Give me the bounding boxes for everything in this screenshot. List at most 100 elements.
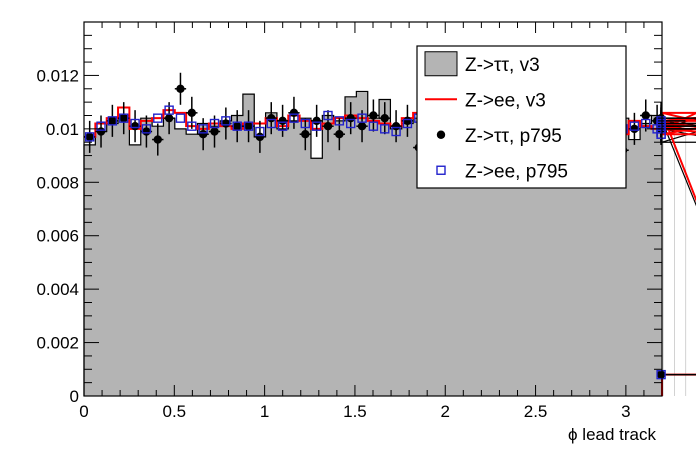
black-data-point: [288, 96, 300, 129]
data-marker: [656, 370, 666, 379]
x-tick-label: 2.5: [524, 402, 548, 421]
blue-square-marker: [656, 118, 666, 129]
filled-histogram-bar: [345, 96, 357, 397]
filled-histogram-bar: [333, 120, 346, 396]
blue-square-marker: [232, 121, 242, 131]
legend-label: Z->ττ, v3: [465, 55, 540, 76]
data-marker: [142, 127, 151, 136]
blue-square-marker: [656, 369, 666, 380]
filled-histogram-bar: [447, 120, 460, 396]
data-marker: [153, 135, 162, 144]
legend-entry: Z->ττ, v3: [424, 51, 540, 77]
filled-histogram-bar: [685, 128, 687, 396]
filled-histogram-bar: [651, 115, 663, 396]
blue-square-marker: [107, 116, 118, 126]
filled-histogram-bar: [95, 131, 108, 396]
data-marker: [108, 116, 117, 126]
filled-histogram-bar: [197, 123, 210, 396]
filled-histogram-bar: [606, 126, 618, 396]
data-marker: [323, 121, 333, 131]
filled-histogram-bar: [526, 126, 539, 396]
filled-histogram-bar: [310, 158, 323, 396]
filled-histogram-bar: [492, 123, 505, 396]
black-data-point: [163, 102, 175, 135]
legend: Z->ττ, v3 Z->ee, v3 Z->ττ, p795 Z->ee, p795: [416, 45, 627, 189]
filled-histogram-bar: [537, 118, 550, 397]
black-data-point: [640, 99, 652, 132]
filled-histogram-bar: [390, 128, 403, 396]
blue-square-marker: [345, 118, 356, 129]
blue-square-marker: [334, 116, 345, 126]
data-marker: [267, 113, 276, 123]
x-tick-label: 1.5: [343, 402, 367, 421]
x-tick-label: 3: [621, 402, 630, 421]
filled-histogram-bar: [163, 118, 176, 397]
blue-square-marker: [323, 110, 333, 121]
blue-square-marker: [357, 113, 367, 123]
filled-histogram-bar: [571, 120, 584, 396]
blue-square-marker: [311, 121, 322, 131]
data-marker: [255, 132, 265, 142]
y-tick-label: 0.008: [36, 173, 79, 192]
data-marker: [187, 108, 197, 118]
data-marker: [289, 108, 299, 118]
blue-square-marker: [380, 124, 390, 134]
legend-swatch: [436, 130, 446, 139]
black-data-point: [310, 104, 323, 137]
filled-histogram-bar: [367, 118, 380, 397]
filled-histogram-bar: [242, 94, 255, 396]
legend-entry: Z->ee, p795: [436, 161, 568, 182]
filled-histogram-bar: [458, 134, 471, 396]
black-data-point: [345, 102, 357, 135]
data-marker: [221, 119, 231, 128]
blue-square-marker: [141, 124, 152, 134]
blue-square-marker: [130, 118, 140, 129]
black-data-point: [197, 118, 209, 151]
data-marker: [403, 116, 412, 126]
filled-histogram-bar: [617, 118, 630, 397]
legend-swatch: [424, 51, 458, 77]
black-data-point: [95, 115, 107, 148]
data-marker: [301, 130, 310, 139]
data-marker: [312, 116, 321, 126]
filled-histogram-bar: [640, 123, 653, 396]
blue-square-marker: [300, 118, 310, 129]
y-tick-label: 0.002: [36, 334, 79, 353]
filled-histogram-bar: [481, 120, 494, 396]
black-data-point: [265, 102, 277, 135]
data-marker: [357, 121, 367, 131]
data-marker: [85, 132, 94, 142]
black-data-point: [174, 72, 187, 105]
filled-histogram-bar: [118, 115, 130, 396]
black-data-point: [390, 110, 402, 143]
filled-histogram-bar: [356, 91, 369, 396]
x-tick-label: 1: [260, 402, 269, 421]
blue-square-marker: [221, 116, 231, 126]
blue-square-marker: [391, 126, 401, 137]
legend-entry: Z->ττ, p795: [436, 126, 562, 147]
legend-entry: Z->ee, v3: [425, 90, 546, 111]
data-marker: [176, 84, 185, 93]
blue-square-marker: [266, 118, 276, 129]
blue-square-marker: [629, 121, 640, 131]
blue-square-marker: [656, 129, 666, 139]
filled-histogram-bar: [560, 128, 573, 396]
filled-histogram-bar: [299, 118, 312, 397]
data-marker: [130, 121, 140, 131]
filled-histogram-bar: [413, 118, 426, 397]
data-marker: [380, 113, 389, 123]
blue-square-marker: [641, 118, 651, 129]
black-data-point: [152, 123, 164, 156]
filled-histogram-bar: [583, 123, 596, 396]
black-data-point: [254, 120, 266, 153]
data-marker: [119, 113, 128, 123]
blue-square-marker: [209, 118, 220, 129]
filled-histogram-bar: [152, 126, 165, 396]
x-tick-label: 0.5: [162, 402, 186, 421]
data-marker: [278, 116, 287, 126]
blue-square-marker: [289, 113, 299, 123]
blue-square-marker: [402, 118, 413, 129]
black-data-point: [322, 110, 334, 143]
black-data-point: [276, 104, 289, 137]
